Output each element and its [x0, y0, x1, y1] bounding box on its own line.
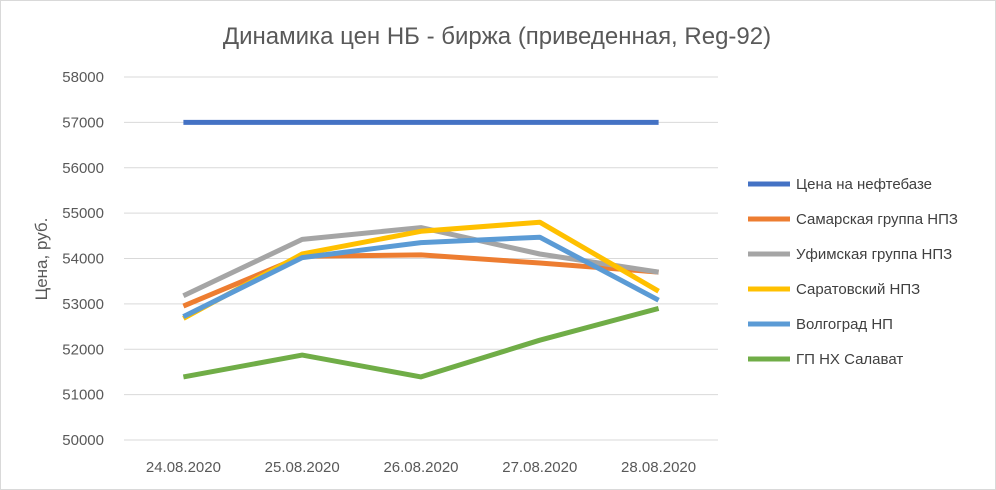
legend-label: Волгоград НП	[796, 316, 893, 333]
x-tick-label: 25.08.2020	[265, 459, 340, 476]
y-tick-label: 54000	[62, 251, 104, 268]
y-tick-label: 53000	[62, 296, 104, 313]
legend-label: ГП НХ Салават	[796, 351, 903, 368]
legend-label: Саратовский НПЗ	[796, 281, 920, 298]
y-tick-label: 55000	[62, 205, 104, 222]
y-tick-label: 56000	[62, 160, 104, 177]
legend-label: Самарская группа НПЗ	[796, 211, 958, 228]
y-axis-ticks: 50000 51000 52000 53000 54000 55000 56000 57000…	[62, 69, 104, 449]
y-tick-label: 58000	[62, 69, 104, 86]
series-lines	[182, 119, 660, 380]
x-tick-label: 26.08.2020	[383, 459, 458, 476]
legend-label: Уфимская группа НПЗ	[796, 246, 952, 263]
x-axis-ticks: 24.08.2020 25.08.2020 26.08.2020 27.08.2020…	[146, 459, 696, 476]
y-tick-label: 50000	[62, 432, 104, 449]
legend: Цена на нефтебазе Самарская группа НПЗ Уфи…	[748, 176, 958, 368]
y-axis-label: Цена, руб.	[32, 218, 51, 301]
x-tick-label: 27.08.2020	[502, 459, 577, 476]
series-line-6	[182, 305, 660, 380]
x-tick-label: 24.08.2020	[146, 459, 221, 476]
y-tick-label: 51000	[62, 387, 104, 404]
series-line-5	[182, 234, 660, 319]
legend-label: Цена на нефтебазе	[796, 176, 932, 193]
y-tick-label: 52000	[62, 341, 104, 358]
y-tick-label: 57000	[62, 114, 104, 131]
chart-title: Динамика цен НБ - биржа (приведенная, Re…	[223, 23, 771, 50]
x-tick-label: 28.08.2020	[621, 459, 696, 476]
gridlines	[124, 76, 718, 441]
